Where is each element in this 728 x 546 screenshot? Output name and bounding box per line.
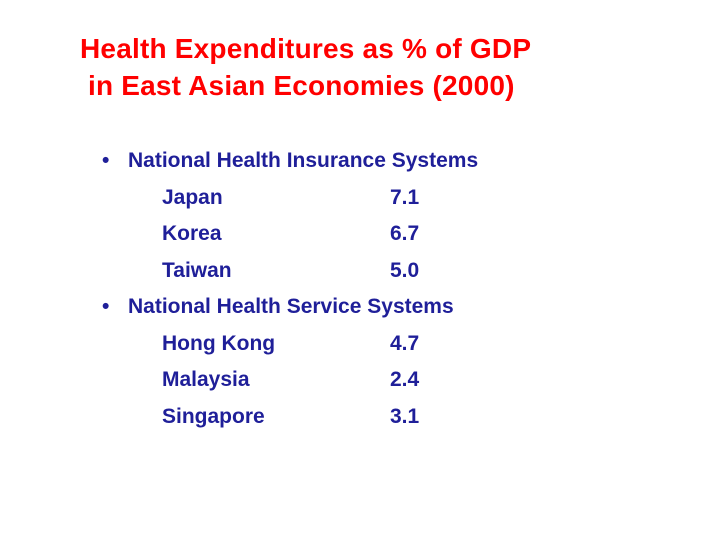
title-line-1: Health Expenditures as % of GDP (80, 33, 532, 64)
expenditure-value: 5.0 (390, 258, 420, 282)
expenditure-value: 6.7 (390, 222, 420, 245)
economy-name: Korea (162, 222, 222, 245)
economy-name: Taiwan (162, 258, 232, 282)
slide-title: Health Expenditures as % of GDP in East … (80, 30, 680, 104)
expenditure-value: 4.7 (390, 331, 420, 355)
expenditure-value: 3.1 (390, 404, 420, 428)
economy-name: Japan (162, 185, 223, 209)
bullet-nhi: • National Health Insurance Systems (100, 143, 478, 180)
list-item: Malaysia 2.4 (100, 362, 478, 399)
economy-name: Singapore (162, 404, 265, 428)
group-heading: National Health Service Systems (128, 295, 454, 318)
group-heading: National Health Insurance Systems (128, 149, 479, 172)
economy-name: Malaysia (162, 368, 250, 391)
bullet-nhs: • National Health Service Systems (100, 289, 478, 326)
list-item: Hong Kong 4.7 (100, 326, 478, 363)
economy-name: Hong Kong (162, 331, 276, 355)
bullet-icon: • (102, 149, 110, 172)
expenditure-value: 7.1 (390, 185, 420, 209)
list-item: Taiwan 5.0 (100, 253, 478, 290)
list-item: Japan 7.1 (100, 180, 478, 217)
list-item: Singapore 3.1 (100, 399, 478, 436)
bullet-icon: • (102, 295, 110, 318)
title-line-2: in East Asian Economies (2000) (80, 70, 515, 101)
slide-body: • National Health Insurance Systems Japa… (100, 143, 478, 435)
list-item: Korea 6.7 (100, 216, 478, 253)
expenditure-value: 2.4 (390, 368, 420, 391)
